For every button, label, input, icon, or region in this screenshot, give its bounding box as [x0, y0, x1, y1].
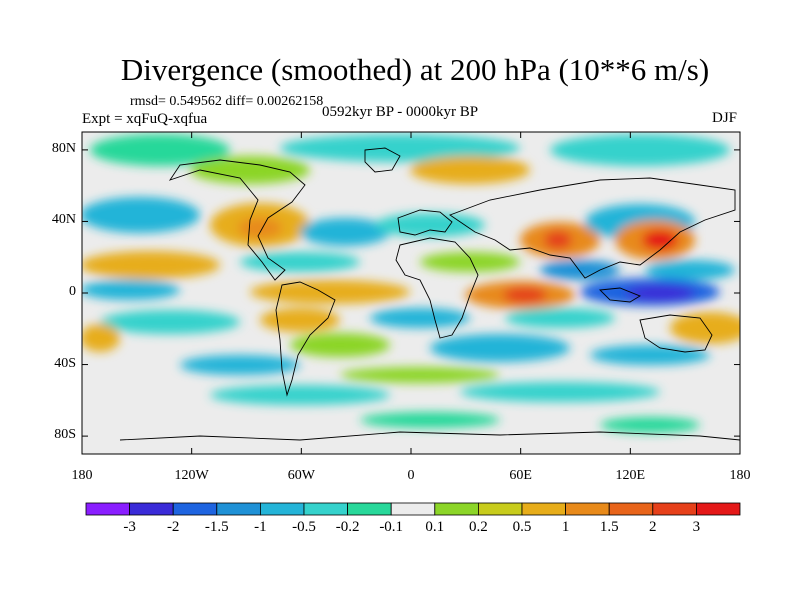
colorbar-label: -1 [254, 519, 267, 535]
colorbar-label: 0.2 [469, 519, 488, 535]
statistics-text: rmsd= 0.549562 diff= 0.00262158 [130, 94, 324, 109]
lon-tick-label: 180 [729, 468, 751, 483]
colorbar-swatch [652, 502, 697, 516]
colorbar-label: 1.5 [599, 519, 619, 535]
lon-tick-label: 120E [615, 468, 646, 483]
colorbar-label: 0.1 [425, 519, 445, 535]
season-label: DJF [712, 110, 738, 126]
colorbar-swatch [259, 502, 305, 516]
lon-tick-label: 0 [407, 468, 415, 483]
lon-tick-label: 60W [287, 468, 315, 483]
lon-tick-label: 180 [71, 468, 93, 483]
colorbar-swatch [85, 502, 130, 516]
lon-tick-label: 120W [174, 468, 209, 483]
map-plot-area [82, 132, 740, 454]
colorbar-swatch [477, 502, 523, 516]
colorbar-swatch [521, 502, 566, 516]
colorbar-swatch [303, 502, 348, 516]
colorbar-label: 1 [561, 519, 570, 535]
colorbar-label: 0.5 [512, 519, 532, 535]
colorbar-swatch [696, 502, 741, 516]
colorbar-swatch [390, 502, 436, 516]
colorbar-label: -1.5 [204, 519, 229, 535]
lat-tick-label: 40N [51, 212, 76, 228]
colorbar-swatch [172, 502, 218, 516]
colorbar-label: -2 [166, 519, 180, 535]
lat-tick-label: 80S [54, 427, 76, 443]
lat-tick-label: 40S [54, 355, 76, 371]
colorbar-label: 3 [692, 519, 701, 535]
colorbar-label: -0.1 [379, 519, 404, 535]
coastlines [119, 147, 740, 441]
lat-tick-label: 0 [69, 284, 76, 299]
divergence-field [82, 134, 740, 433]
colorbar-swatch [608, 502, 654, 516]
axis-ticks [81, 132, 741, 454]
lat-tick-label: 80N [51, 140, 76, 156]
colorbar [85, 502, 741, 516]
colorbar-label: 2 [649, 519, 657, 535]
figure-title: Divergence (smoothed) at 200 hPa (10**6 … [120, 52, 710, 87]
lon-tick-label: 60E [509, 468, 532, 483]
colorbar-swatch [434, 502, 479, 516]
colorbar-label: -3 [123, 519, 136, 535]
period-label: 0592kyr BP - 0000kyr BP [322, 104, 479, 120]
colorbar-swatch [216, 502, 261, 516]
colorbar-swatch [565, 502, 610, 516]
experiment-label: Expt = xqFuQ-xqfua [82, 111, 208, 127]
colorbar-swatch [347, 502, 392, 516]
colorbar-label: -0.2 [335, 519, 360, 535]
colorbar-swatch [129, 502, 174, 516]
colorbar-label: -0.5 [292, 519, 316, 535]
